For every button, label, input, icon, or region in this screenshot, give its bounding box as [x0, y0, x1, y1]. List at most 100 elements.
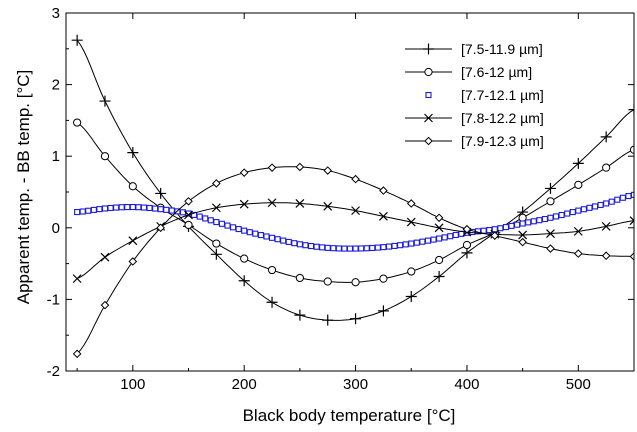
data-point	[441, 234, 448, 241]
data-point	[508, 222, 515, 229]
data-point	[574, 249, 583, 258]
data-point	[385, 243, 393, 250]
data-point	[155, 187, 167, 199]
data-point	[241, 227, 248, 234]
data-point	[285, 238, 292, 245]
axes: 100 200 300 400 500 -2 -1 0 1 2 3	[47, 5, 635, 393]
data-point	[107, 204, 114, 212]
data-point	[536, 217, 543, 224]
data-point	[447, 233, 454, 240]
data-point	[391, 242, 398, 249]
data-point	[363, 245, 370, 252]
data-point	[625, 193, 632, 200]
legend-item-5: [7.9-12.3 µm]	[405, 133, 544, 149]
data-point	[407, 267, 416, 276]
data-point	[433, 270, 445, 282]
x-tick-label: 100	[120, 376, 145, 393]
legend-marker	[424, 113, 433, 123]
y-tick-label: 0	[52, 220, 60, 237]
data-point	[552, 213, 560, 220]
data-point	[238, 275, 250, 287]
y-tick-label: 2	[52, 77, 60, 94]
data-point	[210, 248, 222, 260]
data-point	[101, 205, 109, 212]
data-point	[85, 207, 92, 214]
data-point	[313, 243, 320, 250]
legend-label: [7.5-11.9 µm]	[461, 41, 543, 57]
data-point	[240, 254, 249, 263]
data-point	[601, 221, 611, 231]
data-point	[600, 131, 612, 143]
data-point	[184, 220, 193, 230]
data-point	[71, 34, 83, 46]
legend-marker	[424, 136, 433, 146]
series-group	[71, 34, 634, 359]
data-point	[307, 242, 315, 250]
data-point	[124, 204, 131, 211]
plot-frame	[65, 12, 635, 372]
data-point	[424, 237, 432, 244]
data-point	[378, 211, 388, 221]
data-point	[156, 223, 165, 233]
data-point	[351, 206, 360, 216]
data-point	[462, 224, 472, 234]
data-point	[184, 210, 193, 220]
data-point	[408, 240, 415, 247]
data-point	[319, 244, 326, 251]
data-point	[296, 241, 303, 248]
data-point	[569, 209, 576, 216]
data-point	[73, 118, 82, 127]
data-point	[295, 199, 305, 208]
data-point	[212, 179, 221, 188]
data-point	[491, 226, 498, 233]
data-point	[619, 194, 626, 201]
data-point	[235, 225, 242, 233]
data-point	[152, 205, 159, 212]
data-point	[379, 186, 388, 195]
data-point	[351, 278, 360, 287]
legend-item-1: [7.5-11.9 µm]	[405, 41, 543, 57]
data-point	[380, 244, 387, 251]
data-point	[280, 237, 287, 244]
data-point	[369, 244, 376, 252]
y-tick-label: -2	[47, 363, 60, 380]
x-tick-label: 500	[566, 376, 591, 393]
y-axis-title: Apparent temp. - BB temp. [°C]	[14, 70, 33, 305]
data-point	[346, 245, 354, 252]
data-point	[603, 200, 610, 207]
data-point	[436, 235, 443, 242]
legend: [7.5-11.9 µm] [7.6-12 µm] [7.7-12.1 µm] [7.…	[405, 41, 544, 149]
data-point	[128, 236, 138, 246]
data-point	[629, 252, 634, 261]
data-point	[544, 182, 556, 194]
data-point	[379, 274, 388, 283]
data-point	[246, 229, 253, 236]
data-point	[514, 221, 521, 228]
data-point	[224, 222, 231, 229]
data-point	[99, 95, 111, 107]
data-point	[602, 163, 611, 172]
data-point	[547, 214, 554, 221]
data-point	[564, 210, 571, 217]
data-point	[614, 196, 621, 203]
data-point	[295, 162, 305, 172]
data-point	[135, 204, 142, 211]
data-point	[302, 242, 309, 249]
y-tick-label: 3	[52, 5, 60, 22]
data-point	[452, 231, 459, 239]
data-point	[263, 233, 270, 240]
data-point	[202, 215, 209, 222]
legend-marker	[425, 91, 432, 99]
data-point	[129, 203, 136, 211]
data-point	[72, 274, 82, 284]
data-point	[185, 210, 192, 217]
data-point	[90, 206, 97, 213]
data-point	[575, 207, 582, 214]
data-point	[434, 223, 444, 233]
data-point	[100, 300, 110, 310]
data-point	[266, 296, 278, 308]
data-point	[323, 201, 333, 211]
data-point	[480, 227, 487, 234]
data-point	[434, 213, 444, 223]
data-point	[502, 224, 509, 231]
